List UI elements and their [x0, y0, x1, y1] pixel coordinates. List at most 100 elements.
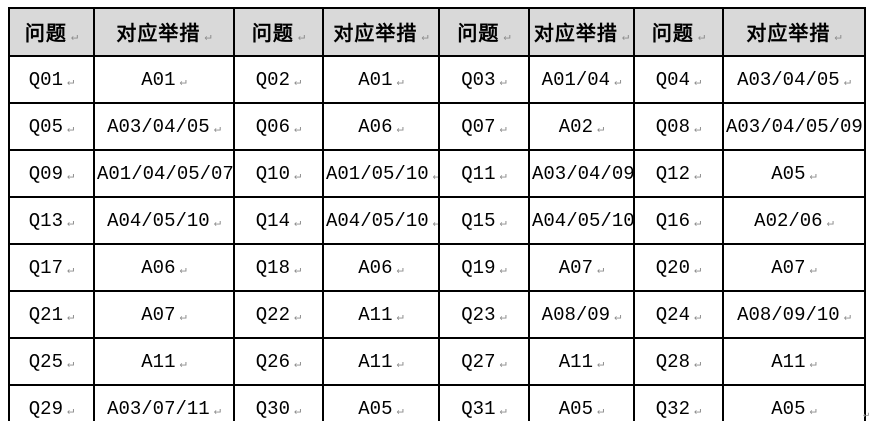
measure-header-cell[interactable]: 对应举措 ↵	[93, 7, 235, 57]
measure-cell[interactable]: A01 ↵	[322, 55, 440, 104]
paragraph-mark-icon: ↵	[70, 30, 79, 44]
cell-text: A06	[358, 115, 393, 138]
measure-cell[interactable]: A04/05/10↵	[93, 196, 235, 245]
question-cell[interactable]: Q04 ↵	[633, 55, 724, 104]
cell-text: A04/05/10	[532, 209, 634, 232]
measure-cell[interactable]: A11 ↵	[528, 337, 635, 386]
paragraph-mark-icon: ↵	[596, 403, 605, 418]
question-header-cell[interactable]: 问题 ↵	[438, 7, 530, 57]
question-cell[interactable]: Q09 ↵	[8, 149, 95, 198]
measure-cell[interactable]: A03/04/09↵	[528, 149, 635, 198]
measure-cell[interactable]: A11 ↵	[322, 290, 440, 339]
paragraph-mark-icon: ↵	[293, 262, 302, 277]
measure-cell[interactable]: A11 ↵	[322, 337, 440, 386]
question-cell[interactable]: Q22 ↵	[233, 290, 324, 339]
question-cell[interactable]: Q32 ↵	[633, 384, 724, 421]
measure-cell[interactable]: A03/04/05 ↵	[93, 102, 235, 151]
measure-cell[interactable]: A05 ↵	[322, 384, 440, 421]
paragraph-mark-icon: ↵	[499, 168, 507, 183]
question-cell[interactable]: Q17 ↵	[8, 243, 95, 292]
question-cell[interactable]: Q31 ↵	[438, 384, 530, 421]
paragraph-mark-icon: ↵	[213, 403, 221, 418]
cell-text: A04/05/10	[107, 209, 210, 232]
measure-cell[interactable]: A02 ↵	[528, 102, 635, 151]
measure-cell[interactable]: A07 ↵	[722, 243, 866, 292]
question-cell[interactable]: Q06 ↵	[233, 102, 324, 151]
measure-cell[interactable]: A11 ↵	[93, 337, 235, 386]
paragraph-mark-icon: ↵	[834, 30, 842, 44]
question-cell[interactable]: Q28 ↵	[633, 337, 724, 386]
measure-cell[interactable]: A05 ↵	[722, 149, 866, 198]
question-cell[interactable]: Q18 ↵	[233, 243, 324, 292]
paragraph-mark-icon: ↵	[843, 309, 851, 324]
measure-cell[interactable]: A06 ↵	[322, 243, 440, 292]
measure-cell[interactable]: A07 ↵	[93, 290, 235, 339]
table-row: Q21 ↵ A07 ↵ Q22 ↵ A11 ↵ Q23 ↵ A08/09 ↵ Q24 ↵ A08/09/10…	[8, 290, 866, 339]
question-cell[interactable]: Q14 ↵	[233, 196, 324, 245]
question-cell[interactable]: Q25 ↵	[8, 337, 95, 386]
question-cell[interactable]: Q08 ↵	[633, 102, 724, 151]
question-cell[interactable]: Q21 ↵	[8, 290, 95, 339]
measure-header-cell[interactable]: 对应举措 ↵	[322, 7, 440, 57]
measure-cell[interactable]: A08/09 ↵	[528, 290, 635, 339]
measure-cell[interactable]: A01/04 ↵	[528, 55, 635, 104]
question-cell[interactable]: Q29 ↵	[8, 384, 95, 421]
paragraph-mark-icon: ↵	[499, 121, 507, 136]
measure-cell[interactable]: A11 ↵	[722, 337, 866, 386]
cell-text: A11	[358, 350, 393, 373]
paragraph-mark-icon: ↵	[396, 262, 404, 277]
measure-cell[interactable]: A05 ↵	[722, 384, 866, 421]
table-row: Q05 ↵ A03/04/05 ↵ Q06 ↵ A06 ↵ Q07 ↵ A02 ↵ Q08 ↵ A03/04…	[8, 102, 866, 151]
question-header-cell[interactable]: 问题 ↵	[633, 7, 724, 57]
measure-cell[interactable]: A04/05/10↵	[322, 196, 440, 245]
question-cell[interactable]: Q10 ↵	[233, 149, 324, 198]
measure-cell[interactable]: A03/04/05 ↵	[722, 55, 866, 104]
table-row: Q13↵A04/05/10↵Q14↵A04/05/10↵Q15↵A04/05/1…	[8, 196, 866, 245]
question-cell[interactable]: Q12 ↵	[633, 149, 724, 198]
measure-cell[interactable]: A07 ↵	[528, 243, 635, 292]
measure-cell[interactable]: A01/05/10 ↵	[322, 149, 440, 198]
question-cell[interactable]: Q20 ↵	[633, 243, 724, 292]
question-cell[interactable]: Q26 ↵	[233, 337, 324, 386]
measure-cell[interactable]: A01/04/05/07↵	[93, 149, 235, 198]
measure-cell[interactable]: A03/07/11 ↵	[93, 384, 235, 421]
paragraph-mark-icon: ↵	[693, 356, 702, 371]
cell-text: Q24	[655, 303, 690, 326]
question-header-cell[interactable]: 问题 ↵	[8, 7, 95, 57]
measure-header-cell[interactable]: 对应举措 ↵	[528, 7, 635, 57]
question-cell[interactable]: Q07 ↵	[438, 102, 530, 151]
question-cell[interactable]: Q27 ↵	[438, 337, 530, 386]
question-cell[interactable]: Q13 ↵	[8, 196, 95, 245]
measure-cell[interactable]: A01 ↵	[93, 55, 235, 104]
paragraph-mark-icon: ↵	[621, 30, 630, 44]
question-cell[interactable]: Q05 ↵	[8, 102, 95, 151]
measure-cell[interactable]: A06 ↵	[93, 243, 235, 292]
measure-header-cell[interactable]: 对应举措 ↵	[722, 7, 866, 57]
question-cell[interactable]: Q24 ↵	[633, 290, 724, 339]
paragraph-mark-icon: ↵	[693, 262, 702, 277]
question-cell[interactable]: Q30 ↵	[233, 384, 324, 421]
question-cell[interactable]: Q01 ↵	[8, 55, 95, 104]
question-cell[interactable]: Q02 ↵	[233, 55, 324, 104]
paragraph-mark-icon: ↵	[421, 30, 429, 44]
cell-text: A07	[558, 256, 593, 279]
question-cell[interactable]: Q23 ↵	[438, 290, 530, 339]
cell-text: A01	[358, 68, 393, 91]
cell-text: A05	[358, 397, 393, 420]
measure-cell[interactable]: A08/09/10 ↵	[722, 290, 866, 339]
measure-cell[interactable]: A02/06 ↵	[722, 196, 866, 245]
measure-cell[interactable]: A06 ↵	[322, 102, 440, 151]
paragraph-mark-icon: ↵	[693, 215, 702, 230]
measure-cell[interactable]: A03/04/05/09↵	[722, 102, 866, 151]
question-cell[interactable]: Q03 ↵	[438, 55, 530, 104]
measure-cell[interactable]: A05 ↵	[528, 384, 635, 421]
paragraph-mark-icon: ↵	[293, 356, 302, 371]
question-cell[interactable]: Q11 ↵	[438, 149, 530, 198]
table-row: Q09↵A01/04/05/07↵Q10↵A01/05/10↵Q11↵A03/0…	[8, 149, 866, 198]
question-cell[interactable]: Q15 ↵	[438, 196, 530, 245]
measure-cell[interactable]: A04/05/10↵	[528, 196, 635, 245]
question-cell[interactable]: Q16 ↵	[633, 196, 724, 245]
cell-text: Q05	[28, 115, 63, 138]
question-header-cell[interactable]: 问题 ↵	[233, 7, 324, 57]
question-cell[interactable]: Q19 ↵	[438, 243, 530, 292]
